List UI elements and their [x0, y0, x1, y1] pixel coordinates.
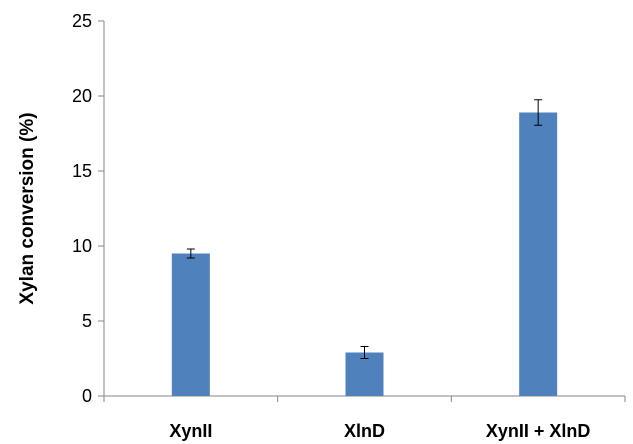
y-tick-label: 15 [72, 161, 92, 181]
y-axis-title: Xylan conversion (%) [17, 112, 38, 304]
y-tick-label: 0 [82, 386, 92, 406]
error-bar [186, 248, 195, 259]
bar-xynii [171, 253, 210, 396]
y-tick-label: 25 [72, 11, 92, 31]
bar-xlnd [345, 352, 384, 396]
error-bar [534, 99, 543, 126]
x-tick-label: XynII [169, 421, 212, 441]
x-tick-labels: XynII XlnD XynII + XlnD [169, 421, 590, 441]
x-tick-label: XlnD [344, 421, 385, 441]
y-tick-label: 5 [82, 311, 92, 331]
y-tick-label: 20 [72, 86, 92, 106]
y-tick-label: 10 [72, 236, 92, 256]
y-ticks: 0 5 10 15 20 25 [72, 11, 104, 406]
bar-xynii-xlnd [519, 112, 558, 396]
error-bar [360, 346, 369, 359]
x-tick-label: XynII + XlnD [486, 421, 591, 441]
error-bars [186, 99, 543, 359]
bars [171, 112, 558, 396]
